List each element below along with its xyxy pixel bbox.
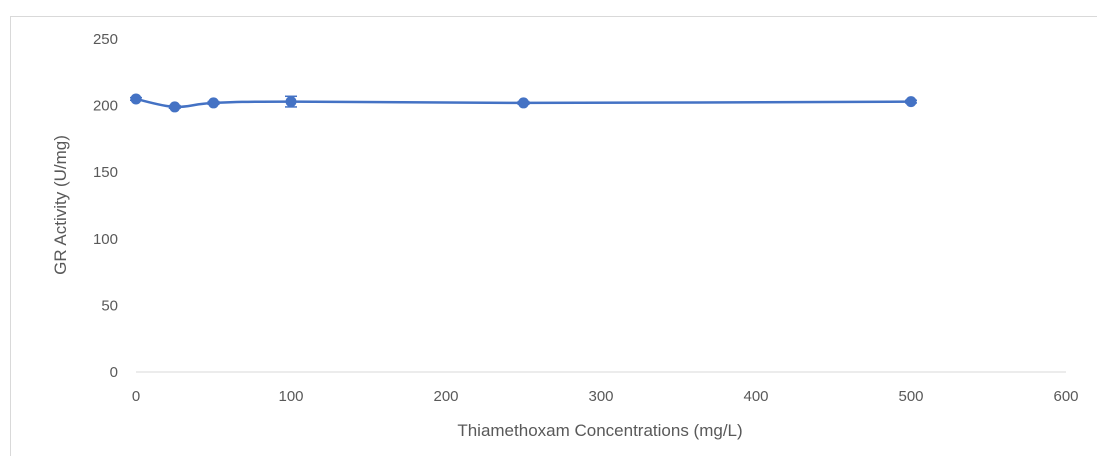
data-point [130, 93, 142, 105]
y-tick-label: 0 [110, 364, 118, 381]
y-tick-label: 150 [93, 164, 118, 181]
y-tick-label: 200 [93, 98, 118, 115]
x-tick-label: 100 [278, 388, 303, 405]
x-tick-label: 500 [898, 388, 923, 405]
data-point [169, 101, 181, 113]
x-tick-label: 200 [433, 388, 458, 405]
y-tick-label: 50 [101, 297, 118, 314]
y-tick-label: 100 [93, 231, 118, 248]
data-point [208, 97, 219, 109]
y-tick-label: 250 [93, 31, 118, 48]
x-tick-label: 400 [743, 388, 768, 405]
data-points [130, 93, 917, 113]
x-tick-label: 300 [588, 388, 613, 405]
x-tick-label: 600 [1053, 388, 1078, 405]
chart-frame [10, 16, 1097, 456]
data-point [518, 97, 529, 109]
y-tick-labels: 0 50 100 150 200 250 [93, 31, 118, 381]
x-tick-label: 0 [132, 388, 140, 405]
x-axis-title: Thiamethoxam Concentrations (mg/L) [457, 421, 742, 440]
y-axis-title: GR Activity (U/mg) [51, 135, 70, 275]
x-tick-labels: 0 100 200 300 400 500 600 [132, 388, 1079, 405]
data-point [285, 96, 297, 108]
data-point [905, 96, 917, 108]
